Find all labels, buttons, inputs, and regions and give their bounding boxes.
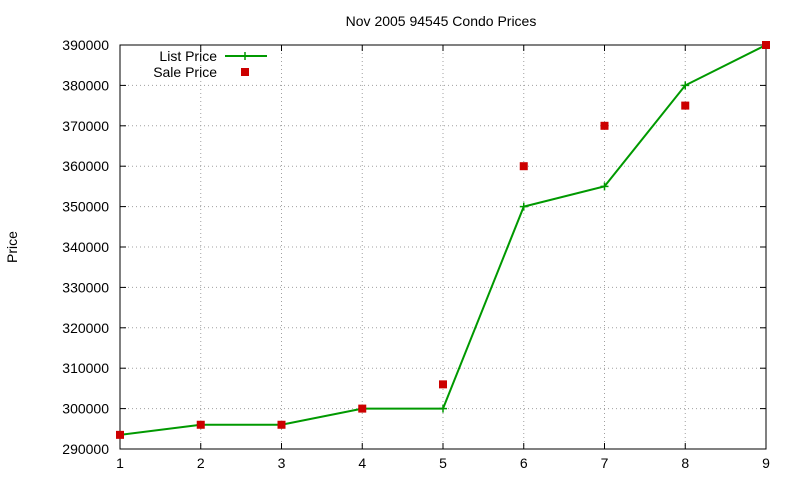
x-tick-label: 2 [197, 455, 205, 471]
y-tick-label: 380000 [62, 77, 109, 93]
y-axis-ticks: 290000 300000 310000 320000 330000 340000 3500… [62, 37, 766, 457]
y-tick-label: 320000 [62, 320, 109, 336]
chart-title: Nov 2005 94545 Condo Prices [346, 13, 537, 29]
y-axis-label: Price [4, 231, 20, 263]
sale-price-point [358, 404, 367, 413]
sale-price-point [196, 420, 205, 429]
sale-price-point [439, 380, 447, 389]
y-tick-label: 310000 [62, 360, 109, 376]
x-tick-label: 9 [762, 455, 770, 471]
list-price-point [681, 81, 690, 90]
sale-price-point [519, 162, 528, 171]
x-tick-label: 4 [358, 455, 366, 471]
list-price-point [519, 202, 528, 211]
series-layer [116, 41, 770, 439]
series-line-list-price [119, 44, 767, 436]
y-tick-label: 390000 [62, 37, 109, 53]
x-tick-label: 8 [681, 455, 689, 471]
sale-price-point [116, 430, 124, 439]
x-tick-label: 1 [116, 455, 124, 471]
list-price-point [600, 182, 609, 191]
sale-price-point [277, 420, 286, 429]
y-tick-label: 330000 [62, 279, 109, 295]
sale-price-point [600, 121, 609, 130]
x-tick-label: 3 [278, 455, 286, 471]
y-tick-label: 300000 [62, 401, 109, 417]
x-tick-label: 7 [601, 455, 609, 471]
x-tick-label: 6 [520, 455, 528, 471]
y-tick-label: 340000 [62, 239, 109, 255]
y-tick-label: 350000 [62, 199, 109, 215]
x-tick-label: 5 [439, 455, 447, 471]
legend-marker-sale-price [241, 68, 249, 76]
legend-label: Sale Price [153, 64, 217, 80]
x-axis-ticks: 1 2 3 4 5 6 7 8 9 [116, 45, 770, 471]
y-tick-label: 370000 [62, 118, 109, 134]
list-price-point [439, 404, 447, 413]
legend-label: List Price [159, 48, 217, 64]
sale-price-point [681, 101, 690, 110]
y-tick-label: 360000 [62, 158, 109, 174]
y-tick-label: 290000 [62, 441, 109, 457]
sale-price-point [762, 41, 770, 49]
